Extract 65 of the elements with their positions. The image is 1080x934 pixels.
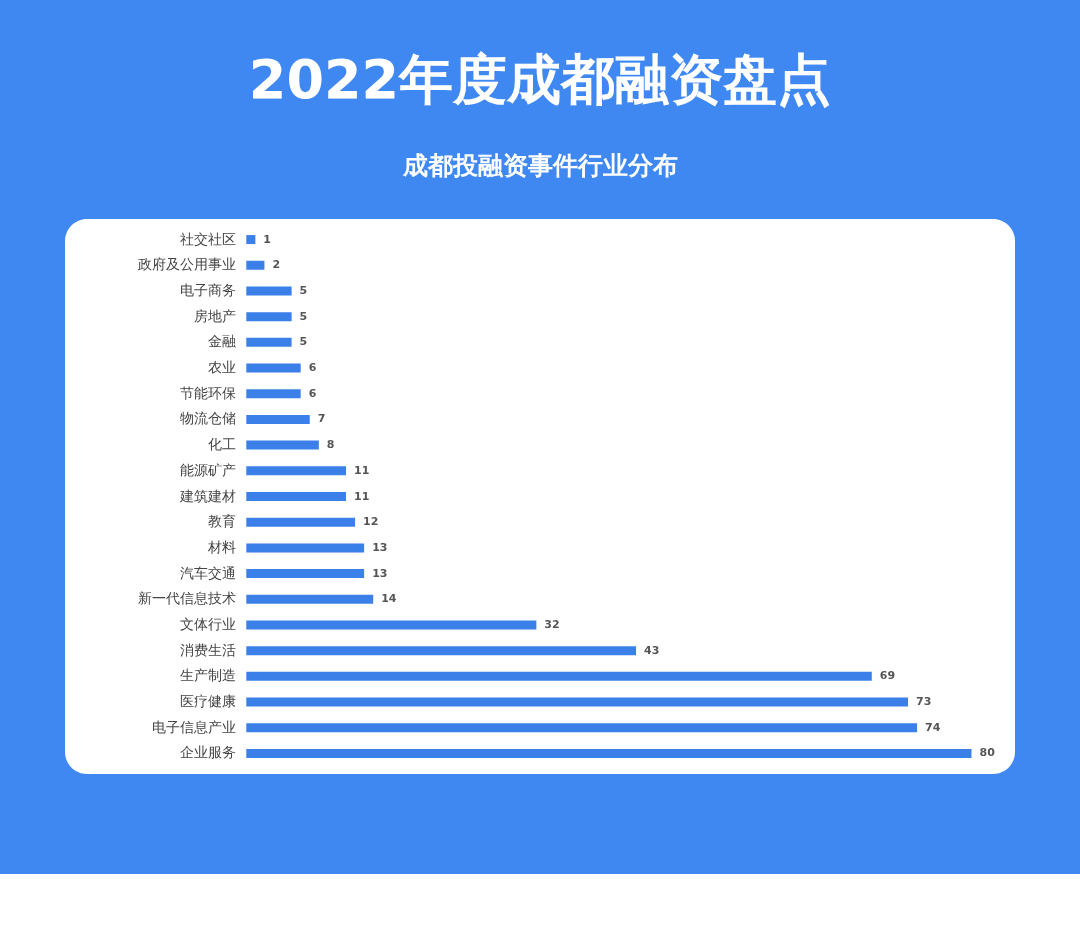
data-label: 2 bbox=[272, 258, 281, 272]
bar bbox=[246, 748, 972, 758]
y-tick-label: 汽车交通 bbox=[180, 564, 237, 581]
chart-subtitle: 成都投融资事件行业分布 bbox=[401, 151, 678, 180]
data-label: 73 bbox=[916, 695, 932, 709]
data-label: 69 bbox=[879, 669, 896, 683]
data-label: 14 bbox=[381, 592, 397, 606]
bar bbox=[246, 389, 301, 399]
y-tick-label: 消费生活 bbox=[180, 641, 237, 658]
bar bbox=[246, 286, 292, 296]
chart-title: 2022年度成都融资盘点 bbox=[248, 48, 832, 111]
data-label: 7 bbox=[317, 412, 326, 426]
bar bbox=[246, 440, 319, 450]
bar bbox=[246, 466, 347, 476]
bar bbox=[246, 723, 918, 733]
bar bbox=[246, 363, 301, 373]
data-label: 32 bbox=[544, 617, 560, 631]
data-label: 74 bbox=[925, 720, 941, 734]
y-tick-label: 金融 bbox=[208, 333, 237, 350]
data-label: 1 bbox=[263, 232, 272, 246]
y-tick-label: 文体行业 bbox=[180, 615, 237, 632]
y-tick-label: 企业服务 bbox=[180, 744, 237, 761]
y-tick-label: 化工 bbox=[208, 436, 237, 453]
bar bbox=[246, 646, 637, 656]
bar bbox=[246, 492, 347, 501]
bar bbox=[246, 671, 872, 681]
y-tick-label: 建筑建材 bbox=[179, 487, 237, 504]
data-label: 5 bbox=[299, 283, 308, 297]
data-label: 13 bbox=[372, 540, 388, 554]
y-tick-label: 物流仓储 bbox=[180, 410, 237, 427]
data-label: 43 bbox=[644, 643, 660, 657]
data-label: 6 bbox=[308, 361, 317, 375]
bar bbox=[246, 517, 356, 527]
y-tick-label: 房地产 bbox=[194, 307, 237, 324]
y-tick-label: 政府及公用事业 bbox=[138, 256, 237, 273]
y-tick-label: 节能环保 bbox=[180, 384, 237, 401]
bar bbox=[246, 569, 365, 579]
data-label: 13 bbox=[372, 566, 388, 580]
y-tick-label: 农业 bbox=[208, 359, 237, 376]
y-tick-label: 社交社区 bbox=[180, 230, 237, 247]
data-label: 5 bbox=[299, 309, 308, 323]
bar bbox=[246, 235, 256, 245]
data-label: 11 bbox=[354, 489, 370, 503]
bar bbox=[246, 260, 265, 270]
data-label: 11 bbox=[354, 463, 370, 477]
y-tick-label: 能源矿产 bbox=[180, 461, 237, 478]
data-label: 6 bbox=[308, 386, 317, 400]
bar bbox=[246, 543, 365, 553]
bar bbox=[246, 697, 909, 707]
data-label: 80 bbox=[979, 746, 996, 760]
bar bbox=[246, 312, 292, 322]
y-tick-label: 电子商务 bbox=[180, 281, 237, 298]
bar bbox=[246, 414, 310, 424]
data-label: 12 bbox=[363, 515, 379, 529]
data-label: 8 bbox=[326, 438, 335, 452]
y-tick-label: 教育 bbox=[208, 513, 237, 530]
y-tick-label: 生产制造 bbox=[180, 667, 237, 684]
y-tick-label: 新一代信息技术 bbox=[138, 590, 237, 607]
data-label: 5 bbox=[299, 335, 308, 349]
bar bbox=[246, 620, 537, 630]
bar bbox=[246, 337, 292, 347]
y-tick-label: 材料 bbox=[207, 538, 237, 555]
y-tick-label: 医疗健康 bbox=[180, 693, 237, 710]
y-tick-label: 电子信息产业 bbox=[152, 718, 237, 735]
bar bbox=[246, 594, 374, 604]
